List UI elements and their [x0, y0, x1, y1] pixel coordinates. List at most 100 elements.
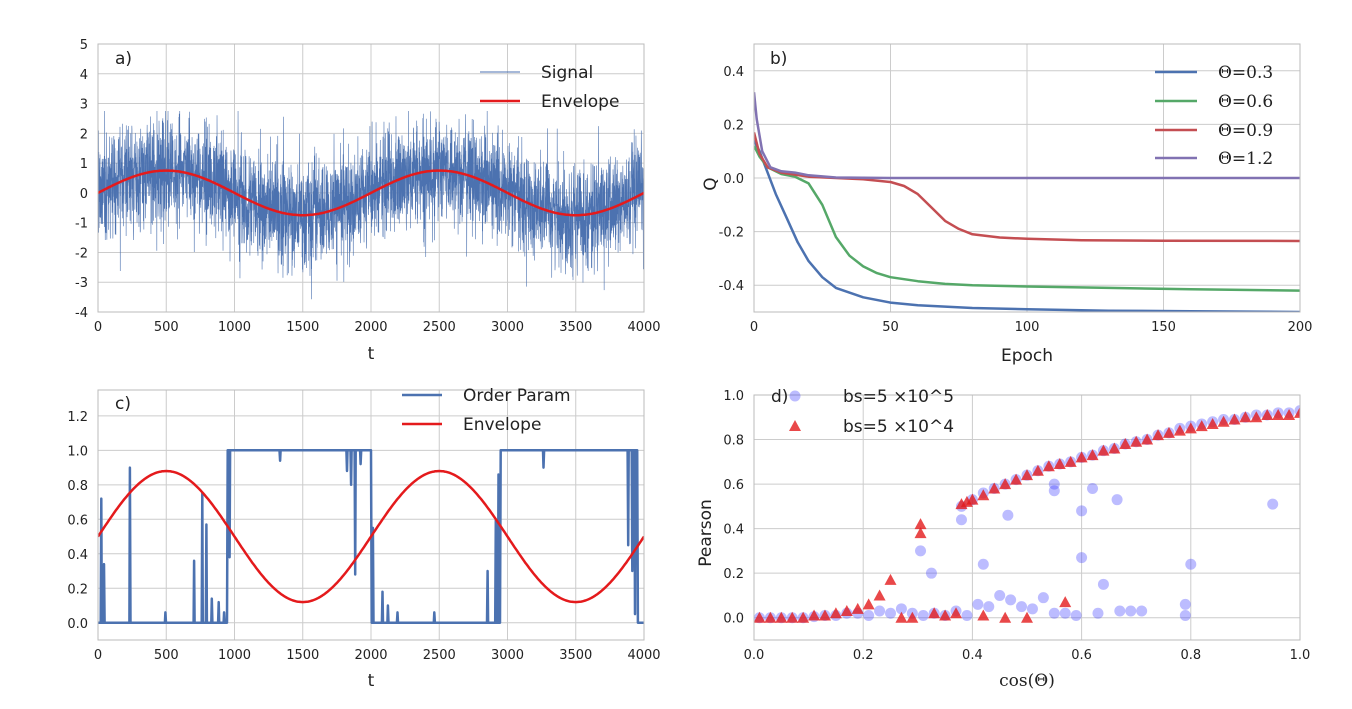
panel-d-series-0-point — [1002, 509, 1014, 521]
panel-d-series-0-point — [925, 567, 937, 579]
panel-b-series-2-line — [754, 132, 1300, 243]
panel-c-x-tick-label: 1000 — [218, 648, 251, 663]
panel-d-y-tick-label: 0.8 — [723, 434, 744, 449]
panel-d-series-0-point — [1136, 605, 1148, 617]
panel-d-x-tick-label: 0.2 — [853, 648, 874, 663]
panel-d-series-0-point — [1179, 610, 1191, 621]
panel-d-series-1-point — [966, 493, 979, 505]
panel-d-series-1-point — [1141, 433, 1154, 445]
panel-d-series-1-point — [1217, 415, 1230, 427]
panel-c-series — [98, 449, 644, 625]
panel-d-series-1-point — [775, 611, 788, 623]
panel-a-legend-envelope-label: Envelope — [541, 92, 619, 112]
panel-d-x-axis-label: cos(Θ) — [999, 671, 1055, 691]
panel-a-x-tick-label: 3500 — [559, 320, 592, 335]
panel-d-series-0-point — [1087, 483, 1099, 495]
panel-c-x-tick-label: 4000 — [627, 648, 660, 663]
panel-d-series-1-point — [1021, 611, 1033, 623]
panel-d-series-0-point — [1026, 603, 1038, 615]
panel-a-legend: Signal Envelope — [480, 63, 619, 112]
panel-a-y-tick-label: 0 — [80, 187, 88, 202]
panel-c-legend-envelope-label: Envelope — [463, 415, 541, 435]
panel-c-y-tick-label: 1.0 — [67, 444, 88, 459]
panel-d-series-0-point — [955, 514, 967, 526]
panel-a-y-tick-label: -3 — [75, 276, 88, 291]
panel-c-x-tick-label: 3500 — [559, 648, 592, 663]
panel-a-x-tick-label: 1500 — [286, 320, 319, 335]
panel-d-series-1-point — [914, 518, 927, 530]
panel-b-legend-2-label: Θ=0.9 — [1218, 121, 1273, 141]
panel-a-y-tick-label: -2 — [75, 246, 88, 261]
panel-d-series-1-point — [1239, 411, 1252, 423]
panel-c-series-0-line — [98, 449, 644, 625]
panel-d-series-0-point — [1185, 558, 1197, 570]
panel-a-y-tick-label: 2 — [80, 127, 88, 142]
panel-c-y-tick-label: 0.8 — [67, 479, 88, 494]
panel-d-series-0-point — [1267, 498, 1279, 510]
panel-d-series-1-point — [1031, 464, 1044, 476]
panel-d-series-0-point — [972, 598, 984, 610]
panel-b-y-tick-labels: -0.4 -0.2 0.0 0.2 0.4 — [719, 65, 744, 294]
panel-d-series-0-point — [1037, 592, 1049, 604]
panel-d-series-1-point — [1010, 473, 1023, 485]
panel-c-x-tick-label: 2500 — [423, 648, 456, 663]
panel-d-series-1-point — [999, 611, 1012, 623]
panel-b-x-axis-label: Epoch — [1001, 346, 1053, 366]
panel-c-x-tick-label: 3000 — [491, 648, 524, 663]
panel-d-series-1-point — [1119, 438, 1132, 449]
panel-c-order-param: 0 500 1000 1500 2000 2500 3000 3500 4000 0.00.20… — [67, 386, 660, 691]
panel-d-series-1-point — [1064, 455, 1077, 467]
panel-c-x-tick-label: 1500 — [286, 648, 319, 663]
panel-b-x-tick-label: 50 — [882, 320, 899, 335]
panel-c-label: c) — [115, 394, 131, 414]
panel-b-legend-3-label: Θ=1.2 — [1218, 149, 1273, 169]
panel-d-series-0-point — [1048, 485, 1060, 497]
panel-d-series-1-point — [1283, 409, 1296, 421]
panel-d-series-1-point — [829, 607, 842, 619]
panel-d-series-1-point — [1261, 409, 1274, 421]
panel-d-y-tick-label: 0.6 — [723, 478, 744, 493]
panel-d-series-1-point — [1130, 435, 1143, 447]
panel-d-series-0-point — [1005, 594, 1017, 606]
panel-d-y-tick-label: 0.4 — [723, 523, 744, 538]
panel-a-y-tick-label: -1 — [75, 217, 88, 232]
panel-a-y-tick-label: -4 — [75, 306, 88, 321]
panel-b-legend-0-label: Θ=0.3 — [1218, 63, 1273, 83]
panel-d-series-1-point — [1042, 460, 1055, 472]
panel-d-series-1-point — [999, 478, 1012, 490]
panel-d-series-1-point — [1075, 451, 1088, 463]
panel-d-series-1-point — [1086, 449, 1099, 461]
panel-a-label: a) — [115, 49, 132, 69]
panel-d-series-1-point — [1206, 417, 1219, 429]
panel-d-series-0-point — [863, 610, 875, 621]
panel-a-series-1-line — [98, 169, 644, 217]
panel-d-series-0-point — [1097, 578, 1109, 590]
panel-b-q-vs-epoch: 0 50 100 150 200 -0.4-0.20.00.20.4 b) Epoch … — [701, 43, 1312, 366]
panel-c-x-tick-label: 500 — [154, 648, 179, 663]
panel-d-grid — [753, 394, 1301, 640]
panel-b-series — [754, 92, 1300, 312]
panel-c-y-tick-label: 0.6 — [67, 513, 88, 528]
panel-c-y-tick-label: 0.4 — [67, 548, 88, 563]
panel-d-series-0-point — [1048, 478, 1060, 490]
panel-b-y-tick-label: -0.2 — [719, 226, 744, 241]
panel-d-frame — [753, 394, 1301, 641]
panel-b-y-tick-label: 0.4 — [723, 65, 744, 80]
panel-c-plot-area — [98, 449, 644, 625]
panel-d-series-1-point — [1250, 411, 1263, 423]
panel-b-legend: Θ=0.3 Θ=0.6 Θ=0.9 Θ=1.2 — [1155, 63, 1273, 169]
panel-d-series-0-point — [1111, 494, 1123, 506]
panel-d-series-1-point — [1173, 424, 1186, 436]
panel-d-series-1-point — [914, 527, 927, 539]
panel-d-legend-triangle-label: bs=5 ×10^4 — [843, 417, 954, 437]
panel-d-series-1-point — [764, 611, 777, 623]
panel-c-legend: Order Param Envelope — [402, 386, 571, 435]
panel-d-series-1-point — [1228, 413, 1241, 425]
panel-d-series-1-point — [895, 611, 908, 623]
panel-d-series — [754, 405, 1300, 624]
panel-a-y-tick-label: 1 — [80, 157, 88, 172]
panel-d-series-0-point — [961, 610, 973, 621]
panel-d-series-0-point — [895, 603, 907, 615]
panel-d-series-1-point — [873, 589, 886, 601]
panel-b-y-tick-label: -0.4 — [719, 279, 744, 294]
